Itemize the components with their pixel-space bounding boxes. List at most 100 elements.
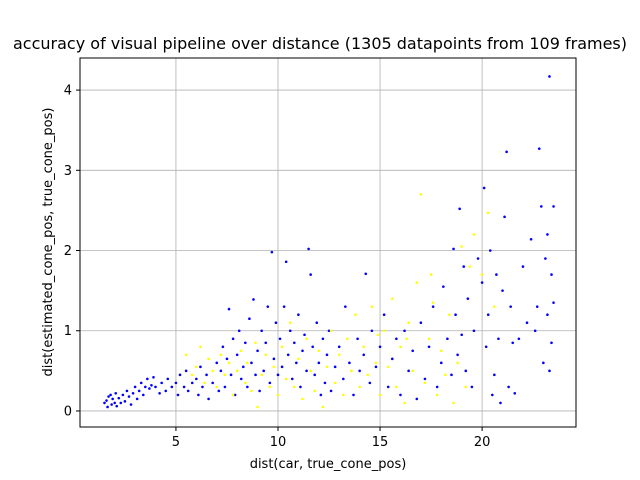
blue-data-point	[176, 393, 180, 397]
blue-data-point	[427, 345, 431, 349]
yellow-data-point	[391, 297, 394, 300]
blue-data-point	[215, 361, 219, 365]
blue-data-point	[248, 317, 251, 321]
blue-data-point	[254, 373, 257, 377]
yellow-data-point	[439, 349, 443, 353]
blue-data-point	[540, 205, 543, 208]
yellow-data-point	[268, 385, 272, 389]
blue-data-point	[535, 305, 539, 308]
x-tick-label: 5	[172, 435, 180, 450]
blue-data-point	[431, 305, 435, 308]
blue-data-point	[119, 401, 123, 405]
blue-data-point	[342, 377, 345, 381]
blue-data-point	[276, 373, 280, 377]
blue-data-point	[290, 377, 294, 381]
blue-data-point	[174, 381, 178, 385]
yellow-data-point	[284, 377, 288, 381]
blue-data-point	[237, 329, 241, 333]
yellow-data-point	[427, 337, 431, 341]
blue-data-point	[525, 321, 529, 325]
blue-data-point	[507, 385, 510, 389]
yellow-data-point	[403, 401, 406, 405]
blue-data-point	[415, 397, 419, 401]
blue-data-point	[115, 404, 119, 408]
blue-data-point	[315, 321, 319, 325]
blue-data-point	[235, 353, 239, 357]
yellow-data-point	[405, 337, 408, 341]
data-points	[103, 75, 555, 409]
blue-data-point	[497, 337, 500, 341]
yellow-data-point	[342, 393, 345, 397]
blue-data-point	[486, 313, 490, 317]
blue-data-point	[288, 329, 292, 333]
yellow-data-point	[199, 345, 202, 349]
yellow-data-point	[456, 361, 459, 365]
blue-data-point	[546, 313, 549, 317]
yellow-data-point	[244, 381, 247, 385]
blue-data-point	[407, 369, 410, 373]
yellow-data-point	[256, 405, 259, 409]
blue-data-point	[484, 345, 488, 349]
blue-data-point	[542, 361, 545, 365]
blue-data-point	[256, 349, 259, 353]
blue-data-point	[462, 265, 466, 268]
blue-data-point	[221, 345, 225, 349]
blue-data-point	[382, 313, 386, 317]
blue-data-point	[480, 281, 484, 284]
yellow-data-point	[219, 353, 223, 357]
blue-data-point	[207, 397, 210, 401]
blue-data-point	[509, 305, 512, 308]
blue-data-point	[362, 353, 366, 357]
x-tick-label: 15	[372, 435, 389, 450]
yellow-data-point	[223, 373, 227, 377]
x-tick-label: 10	[270, 435, 287, 450]
yellow-data-point	[376, 333, 380, 337]
blue-data-point	[227, 307, 231, 311]
blue-data-point	[301, 349, 304, 353]
yellow-data-point	[431, 301, 435, 304]
blue-data-point	[454, 313, 457, 317]
blue-data-point	[244, 341, 247, 345]
blue-data-point	[197, 393, 200, 397]
blue-data-point	[503, 215, 506, 219]
yellow-data-point	[435, 393, 439, 397]
blue-data-point	[344, 305, 347, 308]
y-axis-label: dist(estimated_cone_pos, true_cone_pos)	[41, 108, 56, 377]
blue-data-point	[297, 313, 300, 317]
blue-data-point	[537, 147, 541, 150]
blue-data-point	[293, 341, 296, 345]
yellow-data-point	[358, 385, 361, 389]
blue-data-point	[160, 381, 163, 385]
blue-data-point	[495, 273, 498, 276]
blue-data-point	[460, 333, 464, 337]
y-tick-label: 1	[64, 324, 72, 339]
yellow-data-point	[399, 345, 402, 349]
blue-data-point	[450, 373, 453, 377]
yellow-data-point	[407, 321, 410, 325]
blue-data-point	[552, 301, 555, 304]
blue-data-point	[105, 399, 108, 402]
blue-data-point	[403, 329, 406, 333]
blue-data-point	[135, 397, 139, 401]
blue-data-point	[546, 233, 549, 236]
yellow-data-point	[207, 357, 210, 361]
blue-data-point	[317, 361, 321, 365]
blue-data-point	[131, 392, 135, 395]
blue-data-point	[280, 365, 284, 369]
blue-data-point	[476, 257, 480, 260]
blue-data-point	[548, 369, 551, 373]
blue-data-point	[442, 285, 445, 288]
blue-data-point	[348, 361, 351, 365]
yellow-data-point	[374, 361, 378, 365]
blue-data-point	[113, 401, 116, 405]
yellow-data-point	[472, 233, 476, 236]
blue-data-point	[521, 265, 525, 268]
yellow-data-point	[362, 345, 366, 349]
blue-data-point	[250, 361, 253, 365]
yellow-data-point	[246, 361, 249, 365]
blue-data-point	[111, 397, 114, 401]
blue-data-point	[329, 389, 333, 393]
blue-data-point	[110, 403, 113, 406]
blue-data-point	[239, 377, 243, 381]
blue-data-point	[386, 385, 390, 389]
